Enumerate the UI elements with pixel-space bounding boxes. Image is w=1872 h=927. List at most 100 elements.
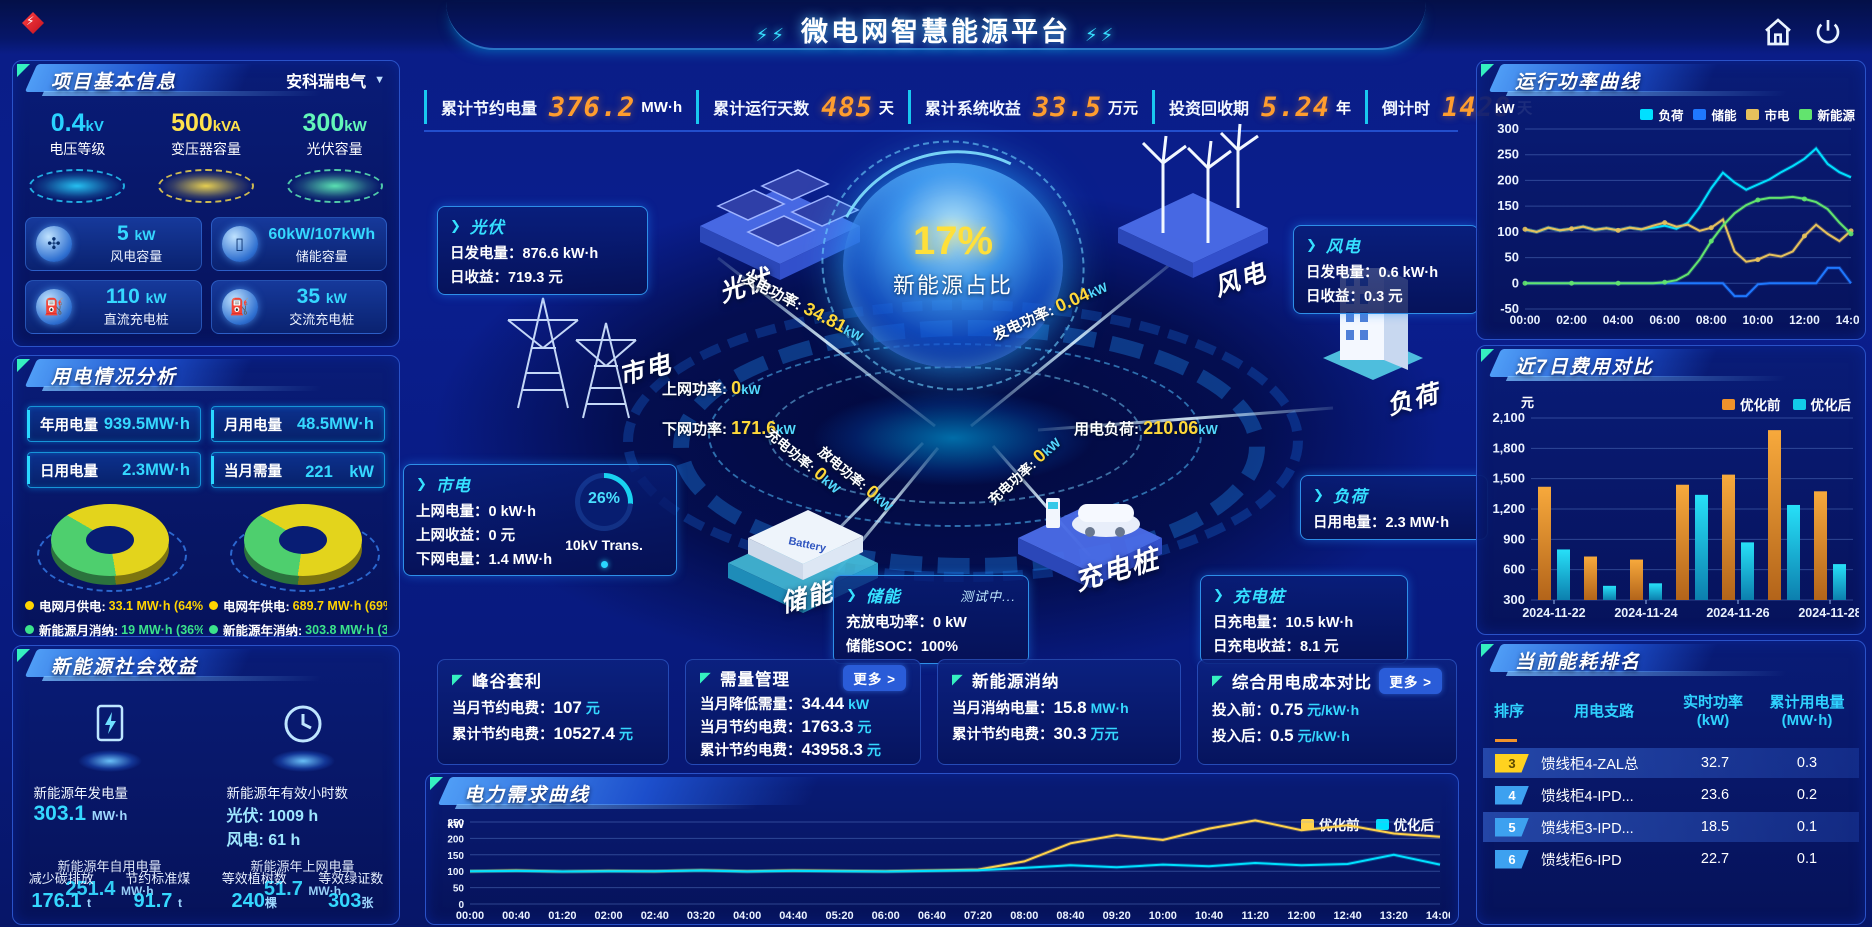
energy-ranking-panel: 当前能耗排名 排序 用电支路 实时功率 (kW) 累计用电量 (MW·h) 3 馈线… [1476, 640, 1866, 925]
legend-swatch [1301, 818, 1314, 830]
kpi-item: 累计运行天数 485 天 [696, 90, 908, 124]
panel-title: 近7日费用对比 [1515, 357, 1654, 378]
svg-text:09:20: 09:20 [1103, 910, 1131, 922]
cost-more-button[interactable]: 更多 > [1379, 668, 1442, 694]
table-row[interactable]: 5 馈线柜3-IPD... 18.5 0.1 [1483, 812, 1859, 842]
svg-text:2,100: 2,100 [1492, 410, 1525, 425]
top-header: ⚡⚡微电网智慧能源平台⚡⚡ [0, 0, 1872, 54]
power-curve-panel: 运行功率曲线 负荷 储能 市电 新能源 kW -50 0 50 100 150 200 25… [1476, 60, 1866, 340]
svg-text:07:20: 07:20 [964, 910, 992, 922]
panel-title: 项目基本信息 [51, 72, 178, 93]
panel-title: 当前能耗排名 [1515, 652, 1642, 673]
energy-flow-diagram: Battery 17% 新能源占比 光伏 风电 市电 负荷 储能 充电桩 发电功… [403, 108, 1488, 670]
pv-capacity-gauge: 300kW 光伏容量 [276, 109, 394, 203]
svg-text:200: 200 [447, 834, 464, 845]
svg-text:300: 300 [1503, 592, 1525, 607]
svg-text:2024-11-22: 2024-11-22 [1522, 606, 1585, 620]
lightning-deco-icon: ⚡⚡ [755, 25, 787, 45]
svg-text:1,800: 1,800 [1492, 440, 1525, 455]
peak-valley-panel: 峰谷套利 当月节约电费：107 元 累计节约电费：10527.4 元 [437, 659, 669, 765]
renewable-share-sphere: 17% 新能源占比 [794, 112, 1112, 419]
cost-compare-chart-panel: 近7日费用对比 优化前 优化后 元 300 600 900 1,200 1,500 1,8… [1476, 345, 1866, 635]
demand-more-button[interactable]: 更多 > [843, 665, 906, 691]
annual-generation-metric: 新能源年发电量 303.1 MW·h [33, 786, 129, 825]
panel-corner-icon [1481, 349, 1494, 362]
svg-text:11:20: 11:20 [1241, 910, 1269, 922]
table-row[interactable]: 4 馈线柜4-IPD... 23.6 0.2 [1483, 780, 1859, 810]
trees-metric: 等效植树数 240棵 [221, 871, 287, 912]
month-demand-stat: 当月需量 221 kW [211, 452, 385, 488]
ranking-list: 3 馈线柜4-ZAL总 32.7 0.3 4 馈线柜4-IPD... 23.6 0.2 … [1477, 746, 1865, 874]
svg-text:900: 900 [1503, 531, 1525, 546]
svg-text:10:00: 10:00 [1149, 910, 1177, 922]
svg-text:04:00: 04:00 [1603, 313, 1634, 327]
panel-corner-icon [1212, 675, 1223, 687]
y-axis-unit: kW [1495, 101, 1515, 116]
svg-text:10:40: 10:40 [1195, 910, 1223, 922]
cost-compare-chart: 300 600 900 1,200 1,500 1,800 2,100 2024-11-22 2… [1492, 410, 1859, 620]
transformer-load-gauge: 26% 10kV Trans. [556, 473, 652, 568]
storage-status: 测试中... [960, 588, 1016, 604]
battery-icon: ▯ [221, 226, 258, 262]
svg-text:08:40: 08:40 [1056, 910, 1084, 922]
ranking-accent-dash [1495, 739, 1517, 742]
table-row[interactable]: 6 馈线柜6-IPD 22.7 0.1 [1483, 844, 1859, 874]
storage-capacity-card: ▯ 60kW/107kWh 储能容量 [210, 217, 387, 271]
svg-text:100: 100 [1497, 224, 1519, 239]
power-icon[interactable] [1812, 16, 1844, 48]
chevron-down-icon: ▼ [374, 74, 385, 86]
power-curve-chart: -50 0 50 100 150 200 250 300 00:00 02:00 04:00 06:0… [1497, 121, 1859, 327]
svg-text:100: 100 [447, 867, 464, 878]
wind-info-box: ❯ 风电 日发电量：0.6 kW·h 日收益：0.3 元 [1293, 225, 1479, 314]
company-select[interactable]: 安科瑞电气 ▼ [286, 74, 385, 91]
legend-item: 新能源月消纳: 19 MW·h (36%) [25, 620, 203, 639]
svg-text:00:00: 00:00 [456, 910, 484, 922]
dc-charger-icon: ⛽ [36, 289, 72, 325]
panel-corner-icon [17, 64, 30, 77]
ac-charger-icon: ⛽ [221, 289, 258, 325]
ac-charger-card: ⛽ 35 kW 交流充电桩 [210, 280, 387, 334]
coal-saving-metric: 节约标准煤 91.7 t [125, 871, 191, 912]
svg-text:0: 0 [458, 900, 464, 911]
kpi-item: 投资回收期 5.24 年 [1151, 90, 1365, 124]
wind-node-icon [1118, 123, 1268, 278]
grid-node-icon [507, 297, 637, 419]
green-cert-metric: 等效绿证数 303张 [318, 871, 384, 912]
svg-text:02:40: 02:40 [641, 910, 669, 922]
svg-text:13:20: 13:20 [1380, 910, 1408, 922]
svg-text:600: 600 [1503, 562, 1525, 577]
rank-badge: 6 [1495, 849, 1529, 869]
svg-text:1,500: 1,500 [1492, 471, 1525, 486]
wind-capacity-card: ✣ 5 kW 风电容量 [25, 217, 202, 271]
kpi-item: 累计节约电量 376.2 MW·h [424, 90, 696, 124]
year-energy-donut [228, 504, 380, 592]
svg-text:200: 200 [1497, 172, 1519, 187]
storage-info-box: ❯ 储能 测试中... 充放电功率：0 kW 储能SOC：100% [833, 575, 1029, 664]
table-row[interactable]: 3 馈线柜4-ZAL总 32.7 0.3 [1483, 748, 1859, 778]
panel-title: 电力需求曲线 [464, 785, 591, 806]
panel-corner-icon [430, 777, 443, 790]
panel-corner-icon [17, 649, 30, 662]
arrow-icon: ❯ [1213, 587, 1225, 602]
svg-text:12:00: 12:00 [1789, 313, 1820, 327]
svg-text:14:00: 14:00 [1836, 313, 1859, 327]
kpi-item: 累计系统收益 33.5 万元 [907, 90, 1152, 124]
svg-text:2024-11-28: 2024-11-28 [1798, 606, 1859, 620]
home-icon[interactable] [1762, 16, 1794, 48]
co2-reduction-metric: 减少碳排放 176.1 t [28, 871, 94, 912]
svg-text:00:00: 00:00 [1510, 313, 1541, 327]
usage-analysis-panel: 用电情况分析 年用电量 939.5MW·h 月用电量 48.5MW·h 日用电量 2.… [12, 355, 400, 639]
page-title: ⚡⚡ 微电网智慧能源平台 ⚡⚡ [755, 17, 1117, 47]
rank-badge: 4 [1495, 785, 1529, 805]
brand-icon [22, 12, 44, 34]
arrow-icon: ❯ [450, 218, 462, 233]
legend-swatch [1693, 109, 1707, 120]
legend-item: 电网年供电:689.7 MW·h (69%) [209, 596, 387, 615]
svg-text:-50: -50 [1500, 301, 1519, 316]
legend-item: 新能源年消纳:303.8 MW·h (31%) [209, 620, 387, 639]
generation-icon [73, 698, 147, 772]
svg-text:2024-11-24: 2024-11-24 [1614, 606, 1677, 620]
arrow-icon: ❯ [1306, 237, 1318, 252]
demand-mgmt-panel: 需量管理 更多 > 当月降低需量：34.44 kW 当月节约电费：1763.3 … [685, 659, 921, 765]
legend-swatch [1722, 398, 1735, 410]
